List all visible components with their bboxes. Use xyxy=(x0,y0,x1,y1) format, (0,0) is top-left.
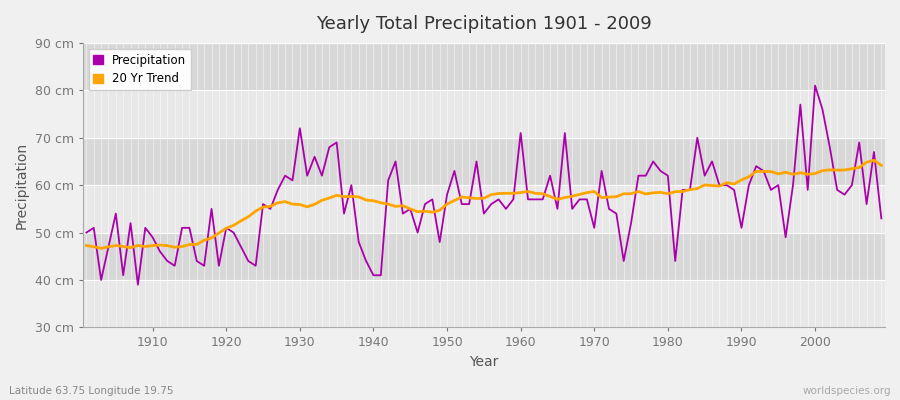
Text: worldspecies.org: worldspecies.org xyxy=(803,386,891,396)
Precipitation xyxy=(148,235,158,240)
20 Yr Trend xyxy=(876,163,886,168)
Precipitation xyxy=(81,230,92,235)
Bar xyxy=(83,43,885,90)
Bar xyxy=(83,90,885,138)
Legend: Precipitation, 20 Yr Trend: Precipitation, 20 Yr Trend xyxy=(88,49,191,90)
Bar xyxy=(83,138,885,185)
Precipitation xyxy=(876,216,886,221)
20 Yr Trend xyxy=(354,194,364,199)
20 Yr Trend xyxy=(81,243,92,248)
Line: Precipitation: Precipitation xyxy=(86,86,881,285)
20 Yr Trend xyxy=(148,243,158,248)
Precipitation xyxy=(810,83,821,88)
Y-axis label: Precipitation: Precipitation xyxy=(15,142,29,229)
Precipitation xyxy=(523,197,534,202)
Precipitation xyxy=(132,282,143,287)
Precipitation xyxy=(310,154,320,159)
Text: Latitude 63.75 Longitude 19.75: Latitude 63.75 Longitude 19.75 xyxy=(9,386,174,396)
Precipitation xyxy=(354,240,364,244)
20 Yr Trend xyxy=(516,190,526,195)
Precipitation xyxy=(611,211,622,216)
Title: Yearly Total Precipitation 1901 - 2009: Yearly Total Precipitation 1901 - 2009 xyxy=(316,15,652,33)
Bar xyxy=(83,232,885,280)
Bar xyxy=(83,185,885,232)
20 Yr Trend xyxy=(868,158,879,163)
20 Yr Trend xyxy=(523,189,534,194)
20 Yr Trend xyxy=(95,246,106,251)
Precipitation xyxy=(516,130,526,135)
20 Yr Trend xyxy=(611,194,622,199)
Bar xyxy=(83,280,885,328)
X-axis label: Year: Year xyxy=(469,355,499,369)
Line: 20 Yr Trend: 20 Yr Trend xyxy=(86,160,881,248)
20 Yr Trend xyxy=(310,202,320,207)
